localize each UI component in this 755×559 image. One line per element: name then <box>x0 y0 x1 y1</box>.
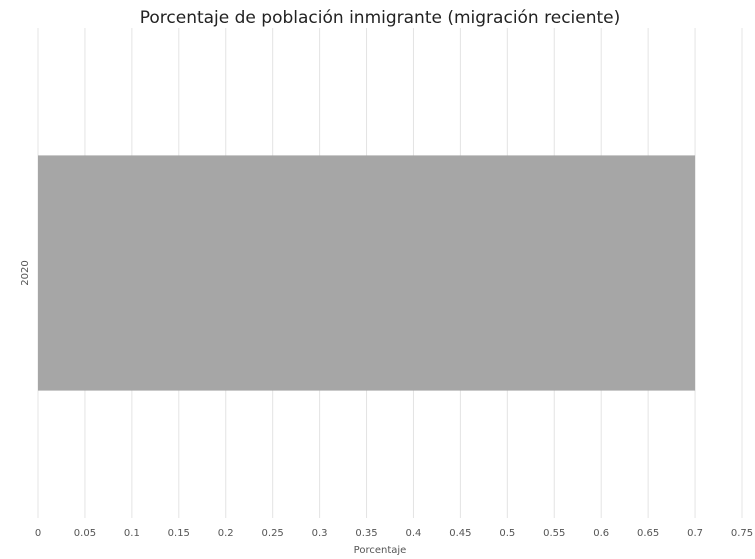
x-tick-label: 0.5 <box>499 528 515 539</box>
x-tick-label: 0.15 <box>168 528 190 539</box>
x-tick-label: 0.75 <box>731 528 753 539</box>
x-tick-label: 0.3 <box>312 528 328 539</box>
x-tick-label: 0.4 <box>406 528 422 539</box>
x-tick-label: 0 <box>35 528 41 539</box>
x-tick-label: 0.55 <box>543 528 565 539</box>
x-tick-label: 0.05 <box>74 528 96 539</box>
x-tick-label: 0.2 <box>218 528 234 539</box>
bar <box>38 155 696 391</box>
x-axis-label: Porcentaje <box>354 545 407 556</box>
x-tick-label: 0.6 <box>593 528 609 539</box>
x-tick-label: 0.25 <box>262 528 284 539</box>
chart-title: Porcentaje de población inmigrante (migr… <box>140 8 621 28</box>
x-tick-label: 0.7 <box>687 528 703 539</box>
x-tick-label: 0.35 <box>355 528 377 539</box>
x-tick-label: 0.1 <box>124 528 140 539</box>
x-tick-label: 0.45 <box>449 528 471 539</box>
x-tick-label: 0.65 <box>637 528 659 539</box>
y-tick-label: 2020 <box>20 260 31 285</box>
